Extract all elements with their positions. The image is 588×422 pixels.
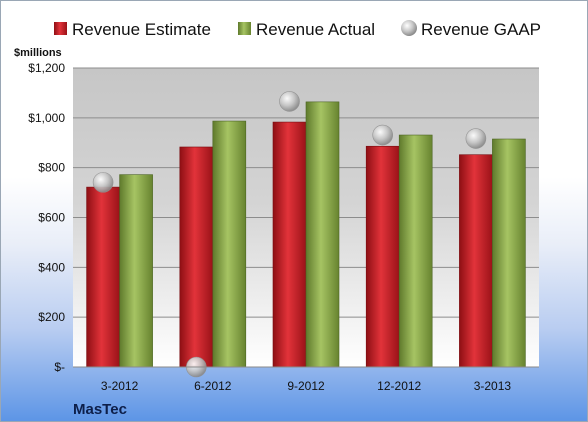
- bar-revenue-estimate: [459, 154, 493, 368]
- y-tick-label: $1,000: [28, 111, 65, 125]
- y-tick-label: $600: [38, 211, 65, 225]
- x-tick-label: 6-2012: [194, 379, 232, 393]
- y-tick-label: $1,200: [28, 61, 65, 75]
- marker-revenue-gaap: [465, 128, 487, 149]
- bar-revenue-estimate: [86, 186, 120, 368]
- x-tick-label: 3-2012: [101, 379, 139, 393]
- y-tick-label: $400: [38, 260, 65, 274]
- bar-revenue-estimate: [179, 146, 214, 368]
- y-axis: $- $200 $400 $600 $800 $1,000 $1,200: [28, 61, 65, 374]
- bar-revenue-estimate: [365, 145, 400, 368]
- y-tick-label: $800: [38, 161, 65, 175]
- x-axis: 3-2012 6-2012 9-2012 12-2012 3-2013: [101, 379, 511, 393]
- y-tick-label: $-: [54, 360, 65, 374]
- legend-swatch-revenue-estimate: [54, 22, 67, 35]
- bars: [86, 101, 526, 368]
- bar-revenue-actual: [305, 101, 340, 368]
- marker-revenue-gaap: [92, 172, 114, 193]
- legend-label-revenue-actual: Revenue Actual: [256, 20, 375, 39]
- legend-swatch-revenue-actual: [238, 22, 251, 35]
- bar-revenue-estimate: [272, 121, 307, 368]
- x-tick-label: 12-2012: [377, 379, 421, 393]
- legend: Revenue Estimate Revenue Actual Revenue …: [54, 20, 541, 39]
- bar-revenue-actual: [398, 134, 433, 368]
- marker-revenue-gaap: [372, 124, 394, 146]
- y-tick-label: $200: [38, 310, 65, 324]
- bar-revenue-actual: [119, 174, 153, 368]
- bar-revenue-actual: [212, 120, 247, 368]
- company-name: MasTec: [73, 401, 127, 418]
- x-tick-label: 9-2012: [287, 379, 325, 393]
- legend-swatch-revenue-gaap: [401, 20, 417, 36]
- y-unit-label: $millions: [14, 47, 62, 59]
- x-tick-label: 3-2013: [474, 379, 512, 393]
- bar-revenue-actual: [492, 138, 526, 368]
- legend-label-revenue-estimate: Revenue Estimate: [72, 20, 211, 39]
- legend-label-revenue-gaap: Revenue GAAP: [421, 20, 541, 39]
- marker-revenue-gaap: [279, 91, 300, 112]
